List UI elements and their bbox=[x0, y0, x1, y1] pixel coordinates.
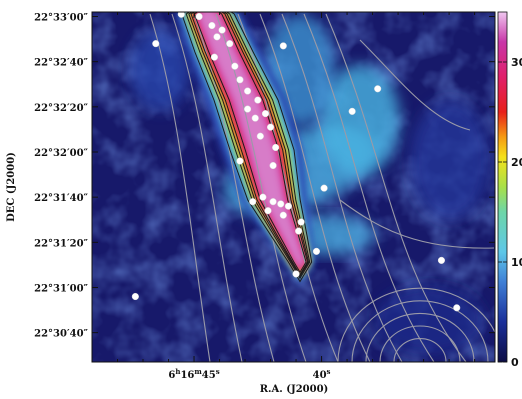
source-marker bbox=[218, 26, 226, 34]
source-marker bbox=[312, 247, 321, 255]
contours bbox=[149, 12, 495, 362]
source-marker bbox=[269, 198, 277, 206]
source-marker bbox=[272, 143, 280, 152]
source-marker bbox=[210, 53, 218, 61]
source-marker bbox=[320, 184, 328, 192]
colorbar: 0 100 200 300 bbox=[497, 11, 522, 369]
source-marker bbox=[249, 198, 257, 206]
gray-contour bbox=[281, 13, 403, 362]
colorbar-tick-label: 0 bbox=[511, 356, 519, 369]
source-marker bbox=[152, 40, 160, 48]
source-marker bbox=[213, 33, 221, 41]
source-marker bbox=[269, 161, 277, 170]
y-tick-label: 22°32′40″ bbox=[34, 58, 88, 69]
y-tick-label: 22°31′00″ bbox=[34, 283, 88, 294]
x-axis-label: R.A. (J2000) bbox=[260, 384, 329, 395]
gray-contour bbox=[215, 13, 307, 362]
gray-contour bbox=[359, 39, 471, 131]
source-marker bbox=[177, 12, 185, 18]
source-marker bbox=[437, 256, 445, 264]
y-tick-label: 22°31′20″ bbox=[34, 238, 88, 249]
source-marker bbox=[279, 211, 287, 219]
gray-contour bbox=[171, 13, 243, 362]
gray-contour bbox=[325, 13, 467, 362]
colorbar-gradient bbox=[497, 11, 508, 363]
source-marker bbox=[226, 40, 234, 48]
source-marker bbox=[244, 87, 252, 95]
source-marker bbox=[236, 76, 244, 84]
source-marker bbox=[251, 114, 259, 122]
intensity-contour bbox=[190, 12, 309, 276]
plot-frame bbox=[91, 11, 496, 363]
source-marker bbox=[261, 110, 269, 118]
y-tick-label: 22°32′00″ bbox=[34, 148, 88, 159]
source-marker bbox=[292, 270, 300, 278]
gray-contour bbox=[259, 13, 371, 362]
source-marker bbox=[244, 105, 252, 113]
gray-contour bbox=[149, 13, 211, 362]
gray-contour bbox=[339, 199, 495, 249]
source-marker bbox=[259, 193, 267, 201]
colorbar-tick-label: 300 bbox=[511, 56, 522, 69]
gray-contour bbox=[379, 325, 461, 362]
source-marker bbox=[195, 12, 203, 21]
gray-contour bbox=[303, 13, 435, 362]
y-tick-label: 22°30′40″ bbox=[34, 329, 88, 340]
source-marker bbox=[131, 292, 139, 301]
source-marker bbox=[236, 157, 244, 165]
gray-contour bbox=[393, 338, 447, 362]
gray-contour bbox=[365, 312, 475, 362]
source-marker bbox=[284, 202, 292, 210]
source-marker bbox=[348, 107, 356, 115]
x-tick-label: 40s bbox=[313, 367, 331, 381]
colorbar-ticks: 0 100 200 300 bbox=[498, 56, 522, 369]
source-marker bbox=[295, 227, 303, 235]
intensity-contour bbox=[185, 12, 311, 280]
diffuse-patch bbox=[410, 100, 490, 220]
source-marker bbox=[264, 207, 272, 215]
y-tick-label: 22°33′00″ bbox=[34, 13, 88, 24]
source-marker bbox=[254, 96, 262, 104]
gray-contour bbox=[351, 300, 489, 362]
intensity-contour bbox=[188, 12, 310, 278]
source-marker bbox=[279, 42, 287, 50]
source-marker bbox=[297, 218, 305, 226]
y-tick-label: 22°32′20″ bbox=[34, 103, 88, 114]
gray-contour bbox=[237, 13, 339, 362]
intensity-contour bbox=[193, 12, 307, 274]
sources bbox=[131, 12, 461, 312]
source-marker bbox=[266, 123, 275, 131]
gray-contour bbox=[337, 287, 495, 362]
source-marker bbox=[453, 304, 461, 312]
axis-ticks: 22°33′00″ 22°32′40″ 22°32′20″ 22°32′00″ 22°3… bbox=[34, 12, 495, 381]
diffuse-patch bbox=[130, 30, 190, 110]
source-marker bbox=[256, 132, 264, 140]
source-marker bbox=[208, 21, 216, 30]
source-marker bbox=[374, 85, 382, 93]
intensity-contour bbox=[181, 12, 313, 283]
plot-area bbox=[92, 12, 495, 362]
source-marker bbox=[231, 62, 239, 70]
source-marker bbox=[277, 200, 285, 208]
y-axis-label: DEC (J2000) bbox=[6, 152, 17, 222]
colorbar-tick-label: 100 bbox=[511, 256, 522, 269]
colorbar-tick-label: 200 bbox=[511, 156, 522, 169]
x-tick-label: 6h16m45s bbox=[168, 367, 219, 381]
diffuse-patch bbox=[320, 65, 400, 175]
y-tick-label: 22°31′40″ bbox=[34, 193, 88, 204]
